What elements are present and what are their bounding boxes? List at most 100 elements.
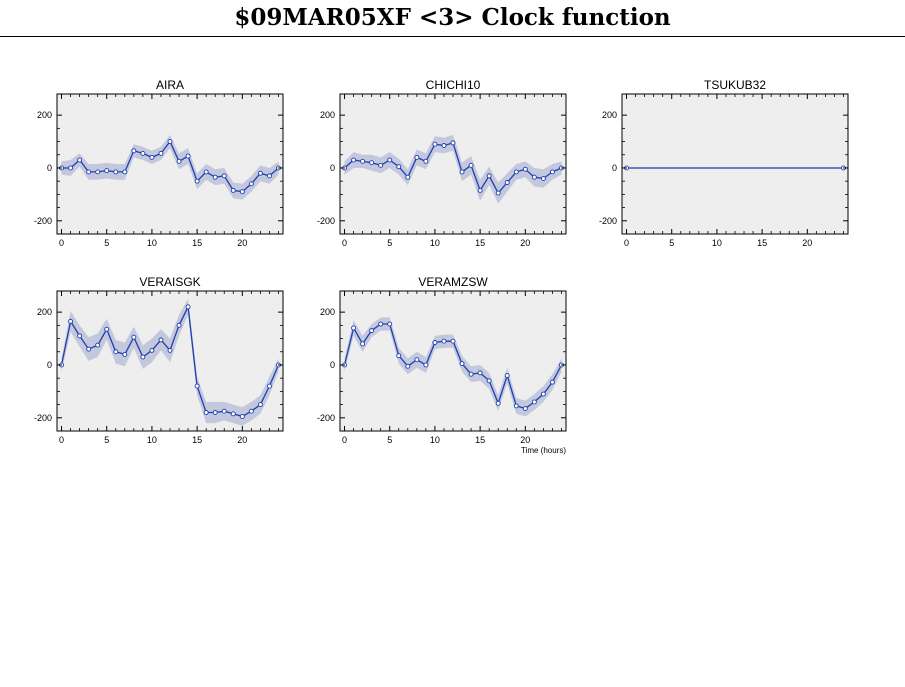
y-tick-label: -200: [34, 413, 52, 423]
data-point: [230, 411, 236, 417]
data-point: [158, 150, 164, 156]
data-point: [122, 351, 128, 357]
y-tick-label: 200: [37, 110, 52, 120]
data-point: [212, 410, 218, 415]
data-point: [432, 141, 438, 147]
data-point: [122, 169, 128, 175]
data-point: [405, 174, 411, 180]
chart-title: AIRA: [156, 78, 184, 92]
data-point: [77, 333, 83, 339]
data-point: [441, 338, 447, 344]
x-tick-label: 10: [147, 238, 157, 248]
data-point: [396, 164, 402, 170]
y-tick-label: 200: [320, 110, 335, 120]
title-divider: [0, 36, 905, 37]
x-tick-label: 15: [475, 435, 485, 445]
chart-title: TSUKUB32: [704, 78, 766, 92]
data-point: [221, 408, 227, 414]
data-point: [167, 347, 173, 353]
data-point: [176, 322, 182, 328]
x-tick-label: 0: [59, 238, 64, 248]
chart-panel: -200 0 200 0 5 10 15 20 VERAISGK: [34, 275, 284, 445]
data-point: [176, 158, 182, 164]
data-point: [477, 370, 483, 376]
data-point: [495, 400, 501, 406]
x-tick-label: 5: [669, 238, 674, 248]
y-tick-label: -200: [599, 216, 617, 226]
data-point: [522, 406, 528, 411]
data-point: [203, 410, 209, 415]
data-point: [203, 169, 209, 175]
data-point: [540, 391, 546, 397]
data-point: [77, 157, 83, 163]
data-point: [540, 176, 546, 181]
data-point: [167, 139, 173, 144]
data-point: [86, 346, 92, 352]
y-tick-label: 0: [612, 163, 617, 173]
error-band: [344, 134, 562, 204]
x-tick-label: 20: [237, 435, 247, 445]
data-point: [351, 325, 357, 331]
x-tick-label: 0: [59, 435, 64, 445]
x-tick-label: 20: [520, 238, 530, 248]
data-point: [68, 318, 74, 324]
data-point: [68, 165, 74, 171]
data-point: [158, 337, 164, 343]
data-point: [351, 157, 357, 163]
data-point: [414, 154, 420, 160]
y-tick-label: 0: [330, 360, 335, 370]
data-point: [432, 340, 438, 345]
data-point: [369, 160, 375, 166]
data-point: [212, 174, 218, 180]
x-axis-label: Time (hours): [521, 446, 566, 455]
y-tick-label: 200: [602, 110, 617, 120]
data-point: [387, 157, 393, 163]
data-point: [549, 379, 555, 385]
data-point: [387, 321, 393, 327]
y-tick-label: 200: [320, 307, 335, 317]
data-point: [486, 173, 492, 179]
data-point: [459, 169, 465, 175]
data-point: [531, 399, 537, 405]
data-point: [423, 362, 429, 368]
x-tick-label: 5: [387, 435, 392, 445]
data-point: [450, 140, 456, 146]
x-tick-label: 5: [104, 435, 109, 445]
data-point: [468, 162, 474, 168]
data-point: [194, 383, 200, 389]
data-point: [257, 402, 263, 408]
data-point: [230, 187, 236, 193]
data-point: [113, 169, 119, 175]
error-band: [61, 298, 279, 426]
data-point: [396, 353, 402, 359]
data-point: [104, 168, 110, 174]
x-tick-label: 0: [342, 238, 347, 248]
x-tick-label: 0: [342, 435, 347, 445]
x-tick-label: 10: [430, 435, 440, 445]
x-tick-label: 15: [192, 435, 202, 445]
data-point: [549, 169, 555, 175]
data-point: [495, 190, 501, 196]
data-point: [149, 154, 155, 160]
data-point: [140, 354, 146, 360]
data-point: [95, 342, 101, 348]
data-point: [477, 187, 483, 193]
x-tick-label: 15: [192, 238, 202, 248]
data-point: [257, 170, 263, 176]
x-tick-label: 5: [387, 238, 392, 248]
data-point: [531, 174, 537, 180]
data-point: [185, 304, 191, 310]
plot-area: [622, 94, 848, 234]
y-tick-label: -200: [34, 216, 52, 226]
data-point: [140, 150, 146, 156]
x-tick-label: 20: [237, 238, 247, 248]
y-tick-label: 0: [47, 360, 52, 370]
chart-panel: -200 0 200 0 5 10 15 20 VERAMZSW Time (hours): [317, 275, 567, 455]
data-point: [221, 173, 227, 179]
data-point: [513, 403, 519, 409]
data-point: [194, 178, 200, 184]
data-point: [131, 334, 137, 340]
data-point: [522, 166, 528, 172]
page-title: $09MAR05XF <3> Clock function: [234, 4, 671, 31]
